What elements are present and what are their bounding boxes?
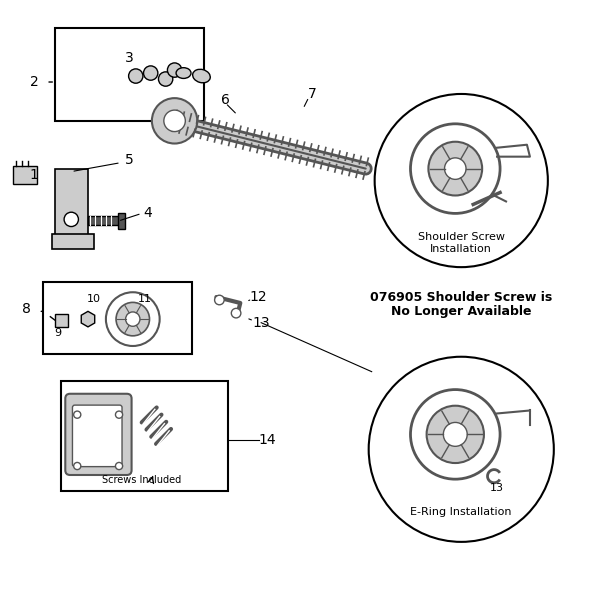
- Circle shape: [368, 357, 554, 542]
- FancyBboxPatch shape: [52, 235, 94, 249]
- Circle shape: [125, 312, 140, 326]
- Circle shape: [116, 302, 149, 336]
- Circle shape: [427, 406, 484, 463]
- Circle shape: [74, 411, 81, 418]
- Circle shape: [152, 98, 197, 143]
- Text: 2: 2: [30, 75, 38, 89]
- FancyBboxPatch shape: [13, 166, 37, 184]
- Text: 13: 13: [253, 316, 270, 329]
- Text: Shoulder Screw: Shoulder Screw: [418, 232, 505, 242]
- FancyBboxPatch shape: [55, 169, 88, 246]
- Text: 8: 8: [22, 302, 31, 316]
- Text: Screws Included: Screws Included: [102, 475, 181, 485]
- Text: 3: 3: [125, 51, 134, 65]
- Circle shape: [443, 422, 467, 446]
- Circle shape: [115, 411, 122, 418]
- Text: 1: 1: [30, 167, 38, 182]
- Circle shape: [410, 124, 500, 214]
- Text: 10: 10: [87, 294, 101, 304]
- Text: 9: 9: [55, 328, 62, 338]
- Circle shape: [106, 292, 160, 346]
- Circle shape: [158, 72, 173, 86]
- Text: 7: 7: [308, 87, 316, 101]
- FancyBboxPatch shape: [65, 394, 131, 475]
- FancyBboxPatch shape: [88, 217, 121, 226]
- Text: 11: 11: [138, 294, 152, 304]
- FancyBboxPatch shape: [118, 213, 125, 229]
- FancyBboxPatch shape: [55, 28, 205, 121]
- FancyBboxPatch shape: [43, 282, 193, 354]
- Circle shape: [143, 66, 158, 80]
- Text: 4: 4: [143, 206, 152, 220]
- Circle shape: [128, 69, 143, 83]
- Text: Installation: Installation: [430, 244, 492, 254]
- Circle shape: [64, 212, 79, 227]
- FancyBboxPatch shape: [55, 314, 68, 327]
- Text: 13: 13: [490, 483, 504, 493]
- Circle shape: [428, 142, 482, 196]
- Circle shape: [167, 63, 182, 77]
- Circle shape: [215, 295, 224, 305]
- Circle shape: [74, 463, 81, 470]
- Text: 6: 6: [221, 93, 230, 107]
- Circle shape: [410, 389, 500, 479]
- Circle shape: [164, 110, 185, 131]
- Text: 076905 Shoulder Screw is: 076905 Shoulder Screw is: [370, 290, 553, 304]
- Text: 12: 12: [250, 290, 267, 304]
- Text: E-Ring Installation: E-Ring Installation: [410, 507, 512, 517]
- Text: 14: 14: [259, 433, 276, 448]
- Ellipse shape: [176, 68, 191, 79]
- Circle shape: [115, 463, 122, 470]
- Circle shape: [445, 158, 466, 179]
- Text: 5: 5: [125, 152, 134, 167]
- Circle shape: [374, 94, 548, 267]
- FancyBboxPatch shape: [61, 380, 229, 491]
- FancyBboxPatch shape: [73, 405, 122, 467]
- Circle shape: [232, 308, 241, 318]
- Ellipse shape: [193, 69, 210, 83]
- Text: No Longer Available: No Longer Available: [391, 305, 532, 319]
